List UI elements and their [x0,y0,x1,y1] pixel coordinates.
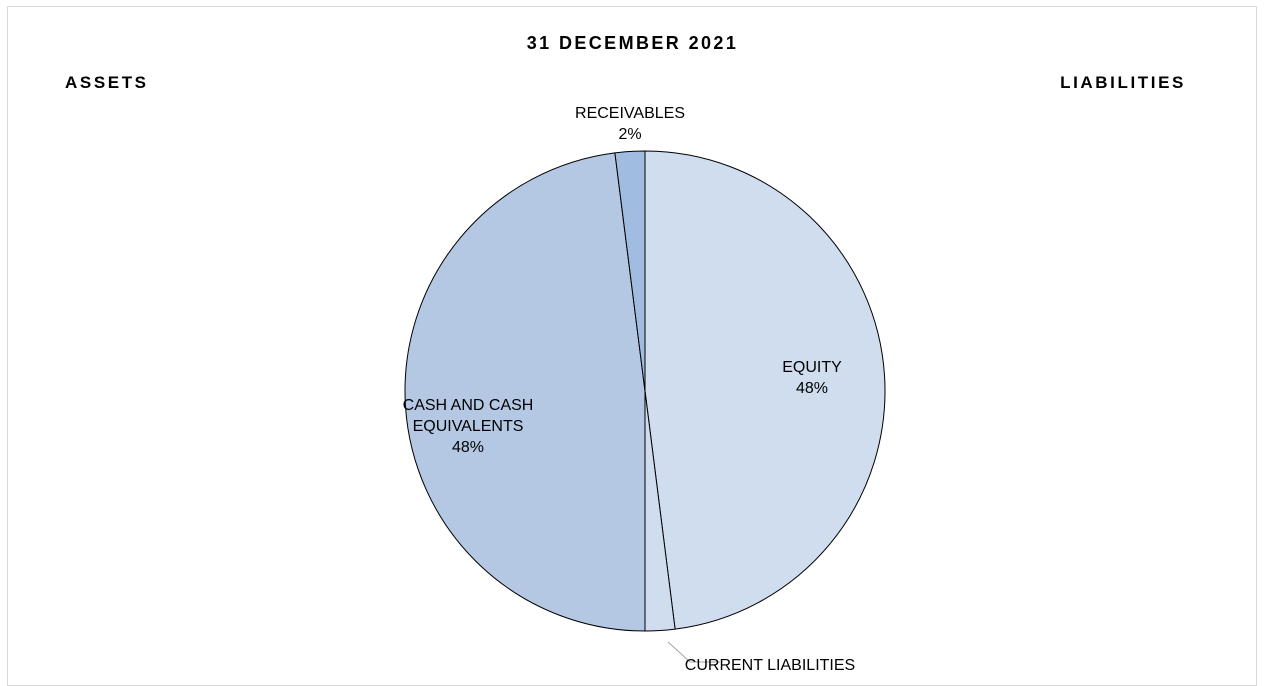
chart-title: 31 DECEMBER 2021 [526,33,739,53]
slice-label-current-liabilities: CURRENT LIABILITIES2% [685,657,855,672]
pie-slice-equity [644,150,886,630]
liabilities-header: LIABILITIES [1060,73,1186,92]
pie-slice-receivables [614,150,646,392]
assets-header: ASSETS [65,73,149,92]
slice-label-equity: EQUITY 48% [782,359,842,397]
leader-line-current-liabilities [667,641,720,663]
slice-label-cash-and-cash-equivalents: CASH AND CASH EQUIVALENTS 48% [403,397,534,456]
pie-slice-cash-and-cash-equivalents [404,152,646,632]
slice-label-receivables: RECEIVABLES 2% [575,105,685,143]
